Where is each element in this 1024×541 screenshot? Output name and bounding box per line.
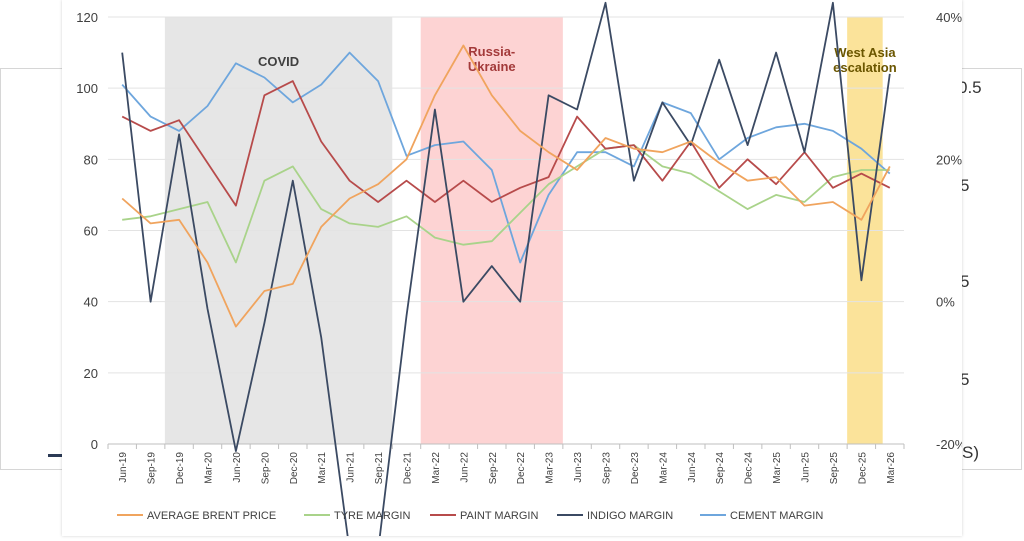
event-band-label: Russia- <box>468 44 515 59</box>
y-tick-label: 0 <box>91 437 98 452</box>
x-tick-label: Mar-24 <box>658 452 669 484</box>
x-tick-label: Sep-21 <box>374 452 385 485</box>
x-tick-label: Sep-25 <box>829 452 840 485</box>
x-tick-label: Sep-23 <box>602 452 613 485</box>
x-tick-label: Jun-24 <box>687 452 698 483</box>
background-fragment: S) <box>962 443 979 462</box>
x-tick-label: Sep-19 <box>147 452 158 485</box>
background-fragment: 5 <box>960 370 970 389</box>
x-tick-label: Mar-23 <box>545 452 556 484</box>
x-tick-label: Mar-20 <box>204 452 215 484</box>
x-tick-label: Dec-23 <box>630 452 641 485</box>
series-line <box>122 144 890 264</box>
background-dash <box>48 454 68 457</box>
y2-tick-label: 40% <box>936 10 962 25</box>
background-fragment: 5 <box>960 272 970 291</box>
x-tick-label: Dec-21 <box>403 452 414 485</box>
legend-label: TYRE MARGIN <box>334 510 410 522</box>
event-band-label: escalation <box>833 60 897 75</box>
x-tick-label: Jun-21 <box>346 452 357 483</box>
y2-tick-label: 20% <box>936 152 962 167</box>
x-tick-label: Mar-21 <box>317 452 328 484</box>
x-tick-label: Sep-24 <box>715 452 726 485</box>
y-tick-label: 20 <box>84 366 98 381</box>
background-fragment: 0.5 <box>958 78 982 97</box>
chart-card: COVID Russia- Ukraine West Asia escalation 0 2… <box>62 0 967 541</box>
y-tick-label: 80 <box>84 152 98 167</box>
x-tick-label: Jun-20 <box>232 452 243 483</box>
event-band-label: West Asia <box>834 45 896 60</box>
y2-tick-label: -20% <box>936 437 962 452</box>
x-tick-label: Dec-22 <box>516 452 527 485</box>
x-tick-label: Dec-24 <box>744 452 755 485</box>
x-tick-label: Jun-22 <box>459 452 470 483</box>
x-tick-label: Jun-25 <box>801 452 812 483</box>
x-tick-label: Mar-26 <box>886 452 897 484</box>
series-line <box>121 1 891 541</box>
series-line <box>121 51 891 264</box>
legend-label: CEMENT MARGIN <box>730 510 823 522</box>
x-tick-label: Mar-25 <box>772 452 783 484</box>
x-tick-label: Sep-20 <box>260 452 271 485</box>
x-tick-label: Dec-20 <box>289 452 300 485</box>
series-line <box>121 80 891 207</box>
x-tick-label: Dec-19 <box>175 452 186 485</box>
event-band-label: COVID <box>258 54 299 69</box>
x-tick-label: Jun-23 <box>573 452 584 483</box>
event-band-label: Ukraine <box>468 59 516 74</box>
x-tick-label: Sep-22 <box>488 452 499 485</box>
y-tick-label: 40 <box>84 295 98 310</box>
x-tick-label: Jun-19 <box>118 452 129 483</box>
background-fragment: 5 <box>960 176 970 195</box>
y-tick-label: 60 <box>84 224 98 239</box>
series-line <box>121 44 891 328</box>
y-tick-label: 120 <box>76 10 98 25</box>
x-tick-label: Dec-25 <box>857 452 868 485</box>
legend-label: AVERAGE BRENT PRICE <box>147 510 276 522</box>
x-tick-label: Mar-22 <box>431 452 442 484</box>
y-tick-label: 100 <box>76 81 98 96</box>
y2-tick-label: 0% <box>936 295 955 310</box>
legend-label: PAINT MARGIN <box>460 510 538 522</box>
legend-label: INDIGO MARGIN <box>587 510 673 522</box>
